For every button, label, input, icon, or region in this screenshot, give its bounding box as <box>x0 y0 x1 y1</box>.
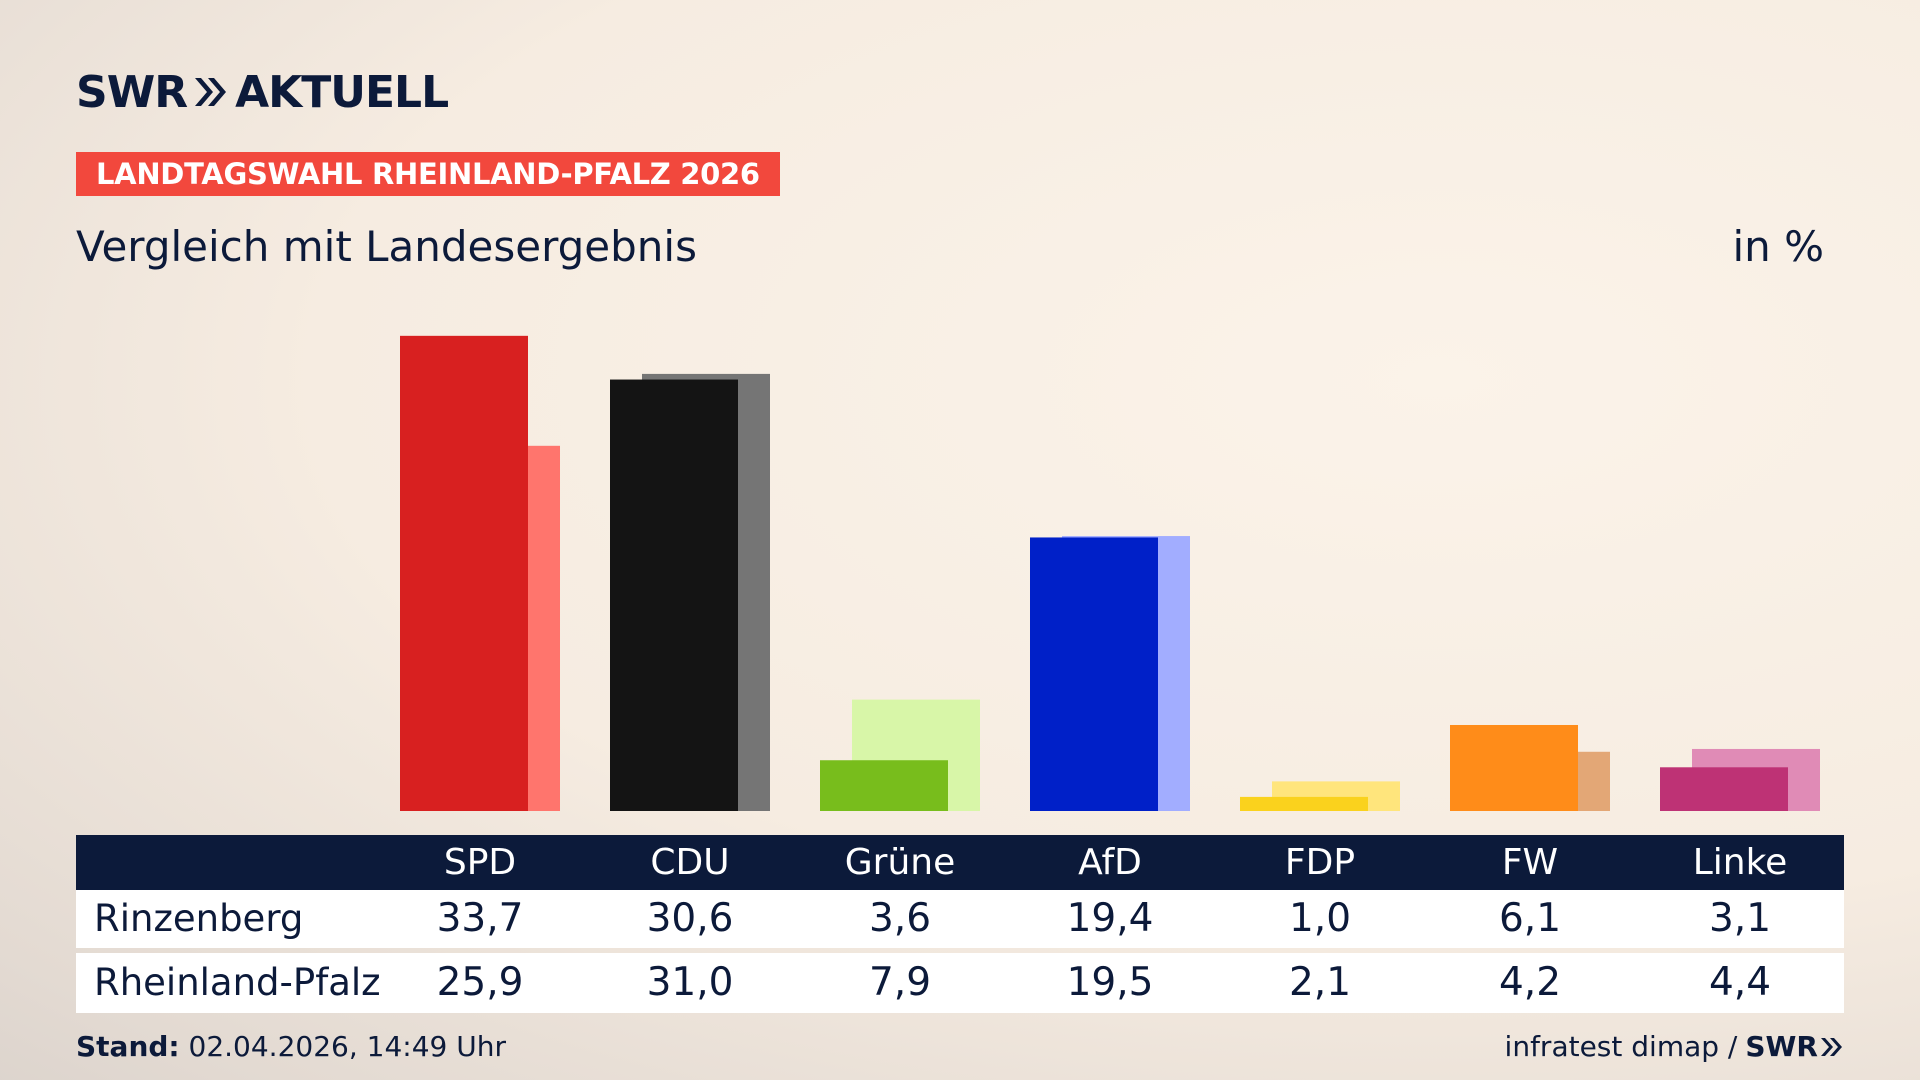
value-cell: 19,5 <box>1066 960 1154 1005</box>
row-label-rheinland-pfalz: Rheinland-Pfalz <box>94 961 381 1004</box>
header-party-cdu: CDU <box>650 842 730 883</box>
value-cell: 4,2 <box>1498 960 1562 1005</box>
header-party-fdp: FDP <box>1284 842 1356 883</box>
value-cell: 30,6 <box>646 896 734 941</box>
value-cell: 7,9 <box>868 960 932 1005</box>
source-credit: infratest dimap / SWR <box>1505 1030 1844 1063</box>
bar-ortsergebnis-fw <box>1450 724 1578 811</box>
header-party-fw: FW <box>1501 842 1559 883</box>
swr-aktuell-logo: SWR AKTUELL <box>76 62 449 122</box>
bar-ortsergebnis-cdu <box>610 379 738 811</box>
logo-aktuell-text: AKTUELL <box>235 66 449 118</box>
value-cell: 2,1 <box>1288 960 1352 1005</box>
value-cell: 6,1 <box>1498 896 1562 941</box>
brand-swr-text: SWR <box>1745 1030 1818 1063</box>
logo-swr-text: SWR <box>76 66 188 118</box>
header-party-afd: AfD <box>1078 842 1142 883</box>
unit-label: in % <box>1732 222 1824 271</box>
row-label-rinzenberg: Rinzenberg <box>94 897 304 940</box>
stand-label: Stand: <box>76 1030 180 1063</box>
double-chevron-icon <box>1821 1037 1842 1056</box>
chart-subtitle: Vergleich mit Landesergebnis <box>76 222 697 271</box>
value-cell: 3,6 <box>868 896 932 941</box>
value-cell: 31,0 <box>646 960 734 1005</box>
header-party-spd: SPD <box>443 842 517 883</box>
value-cell: 19,4 <box>1066 896 1154 941</box>
bar-ortsergebnis-afd <box>1030 537 1158 811</box>
table-header-row: SPD CDU Grüne AfD FDP FW Linke <box>76 835 1844 890</box>
value-cell: 4,4 <box>1708 960 1772 1005</box>
election-tag: LANDTAGSWAHL RHEINLAND-PFALZ 2026 <box>76 152 780 196</box>
value-cell: 33,7 <box>436 896 524 941</box>
bar-ortsergebnis-linke <box>1660 767 1788 811</box>
bar-ortsergebnis-grüne <box>820 760 948 811</box>
value-cell: 1,0 <box>1288 896 1352 941</box>
header-party-gruene: Grüne <box>844 842 956 883</box>
header-party-linke: Linke <box>1692 842 1788 883</box>
bar-ortsergebnis-spd <box>400 335 528 811</box>
table-row-rheinland-pfalz: Rheinland-Pfalz 25,9 31,0 7,9 19,5 2,1 4… <box>76 953 1844 1013</box>
bar-ortsergebnis-fdp <box>1240 796 1368 811</box>
bar-chart <box>400 335 1820 811</box>
timestamp: Stand: 02.04.2026, 14:49 Uhr <box>76 1030 506 1063</box>
results-table: SPD CDU Grüne AfD FDP FW Linke Rinzenber… <box>76 835 1844 1013</box>
stand-value: 02.04.2026, 14:49 Uhr <box>179 1030 506 1063</box>
double-chevron-icon <box>195 78 227 106</box>
source-text: infratest dimap / <box>1504 1030 1738 1063</box>
table-row-rinzenberg: Rinzenberg 33,7 30,6 3,6 19,4 1,0 6,1 3,… <box>76 890 1844 948</box>
value-cell: 3,1 <box>1708 896 1772 941</box>
value-cell: 25,9 <box>436 960 524 1005</box>
